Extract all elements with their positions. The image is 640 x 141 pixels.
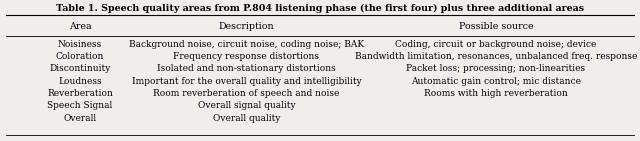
Text: Rooms with high reverberation: Rooms with high reverberation bbox=[424, 89, 568, 98]
Text: Area: Area bbox=[68, 22, 92, 31]
Text: Table 1. Speech quality areas from P.804 listening phase (the first four) plus t: Table 1. Speech quality areas from P.804… bbox=[56, 4, 584, 13]
Text: Automatic gain control; mic distance: Automatic gain control; mic distance bbox=[411, 77, 581, 86]
Text: Frequency response distortions: Frequency response distortions bbox=[173, 52, 319, 61]
Text: Possible source: Possible source bbox=[459, 22, 533, 31]
Text: Description: Description bbox=[219, 22, 274, 31]
Text: Overall quality: Overall quality bbox=[212, 114, 280, 123]
Text: Loudness: Loudness bbox=[58, 77, 102, 86]
Text: Reverberation: Reverberation bbox=[47, 89, 113, 98]
Text: Speech Signal: Speech Signal bbox=[47, 101, 113, 110]
Text: Room reverberation of speech and noise: Room reverberation of speech and noise bbox=[153, 89, 340, 98]
Text: Discontinuity: Discontinuity bbox=[49, 64, 111, 73]
Text: Coding, circuit or background noise; device: Coding, circuit or background noise; dev… bbox=[396, 40, 596, 49]
Text: Important for the overall quality and intelligibility: Important for the overall quality and in… bbox=[132, 77, 361, 86]
Text: Bandwidth limitation, resonances, unbalanced freq. response: Bandwidth limitation, resonances, unbala… bbox=[355, 52, 637, 61]
Text: Coloration: Coloration bbox=[56, 52, 104, 61]
Text: Isolated and non-stationary distortions: Isolated and non-stationary distortions bbox=[157, 64, 336, 73]
Text: Noisiness: Noisiness bbox=[58, 40, 102, 49]
Text: Packet loss; processing; non-linearities: Packet loss; processing; non-linearities bbox=[406, 64, 586, 73]
Text: Overall signal quality: Overall signal quality bbox=[198, 101, 295, 110]
Text: Overall: Overall bbox=[63, 114, 97, 123]
Text: Background noise, circuit noise, coding noise; BAK: Background noise, circuit noise, coding … bbox=[129, 40, 364, 49]
